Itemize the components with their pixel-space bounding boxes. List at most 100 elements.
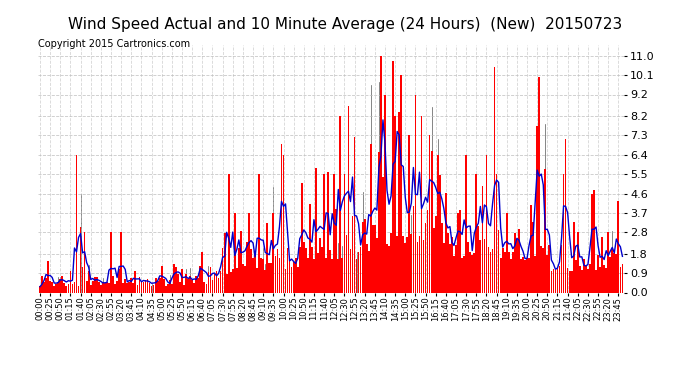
Bar	[72, 285, 73, 292]
Bar	[329, 250, 331, 292]
Bar	[224, 232, 226, 292]
Bar	[281, 144, 282, 292]
Bar	[126, 283, 128, 292]
Bar	[218, 278, 219, 292]
Bar	[520, 259, 522, 292]
Bar	[376, 238, 377, 292]
Bar	[143, 282, 144, 292]
Bar	[457, 213, 459, 292]
Bar	[53, 285, 55, 292]
Bar	[98, 282, 99, 292]
Bar	[322, 248, 323, 292]
Bar	[232, 269, 234, 292]
Bar	[532, 222, 534, 292]
Bar	[315, 168, 317, 292]
Bar	[589, 264, 591, 292]
Bar	[618, 201, 619, 292]
Bar	[374, 225, 375, 292]
Bar	[102, 282, 103, 292]
Bar	[607, 232, 609, 292]
Bar	[536, 126, 538, 292]
Bar	[516, 240, 518, 292]
Bar	[518, 229, 520, 292]
Bar	[445, 193, 446, 292]
Bar	[540, 246, 542, 292]
Bar	[228, 174, 230, 292]
Bar	[451, 237, 453, 292]
Bar	[39, 285, 41, 292]
Bar	[240, 231, 241, 292]
Bar	[526, 258, 528, 292]
Bar	[593, 190, 595, 292]
Bar	[530, 205, 532, 292]
Bar	[157, 281, 159, 292]
Bar	[210, 267, 211, 292]
Bar	[165, 286, 167, 292]
Bar	[94, 277, 96, 292]
Bar	[68, 284, 69, 292]
Bar	[63, 283, 65, 292]
Bar	[234, 213, 236, 292]
Bar	[76, 155, 77, 292]
Bar	[219, 271, 221, 292]
Bar	[270, 263, 272, 292]
Bar	[260, 258, 262, 292]
Bar	[495, 174, 497, 292]
Bar	[500, 258, 502, 292]
Bar	[90, 285, 92, 292]
Bar	[534, 256, 536, 292]
Bar	[279, 258, 280, 292]
Bar	[504, 252, 506, 292]
Bar	[611, 248, 613, 292]
Text: Wind  (mph): Wind (mph)	[560, 26, 616, 34]
Bar	[522, 257, 524, 292]
Bar	[544, 170, 546, 292]
Bar	[106, 282, 108, 292]
Bar	[184, 285, 185, 292]
Bar	[331, 259, 333, 292]
Bar	[413, 206, 414, 292]
Bar	[546, 255, 548, 292]
Bar	[195, 276, 197, 292]
Bar	[494, 68, 495, 292]
Bar	[411, 234, 412, 292]
Bar	[486, 155, 487, 292]
Bar	[346, 236, 347, 292]
Bar	[598, 255, 599, 292]
Bar	[167, 284, 168, 292]
Bar	[273, 213, 274, 292]
Bar	[319, 238, 321, 292]
Bar	[216, 271, 217, 292]
Bar	[471, 255, 473, 292]
Bar	[439, 175, 441, 292]
Bar	[620, 267, 621, 292]
Bar	[244, 266, 246, 292]
Bar	[467, 242, 469, 292]
Bar	[313, 260, 315, 292]
Bar	[482, 186, 483, 292]
Bar	[613, 253, 615, 292]
Bar	[350, 249, 351, 292]
Bar	[248, 213, 250, 292]
Bar	[309, 204, 310, 292]
Bar	[81, 267, 83, 292]
Bar	[344, 174, 345, 292]
Bar	[337, 259, 339, 292]
Bar	[288, 260, 290, 292]
Bar	[339, 116, 341, 292]
Bar	[477, 226, 479, 292]
Bar	[553, 269, 554, 292]
Bar	[86, 281, 88, 292]
Bar	[116, 280, 118, 292]
Bar	[508, 252, 510, 292]
Bar	[469, 252, 471, 292]
Bar	[246, 243, 248, 292]
Bar	[283, 155, 284, 292]
Bar	[573, 222, 575, 292]
Bar	[254, 252, 256, 292]
Bar	[555, 270, 556, 292]
Bar	[163, 279, 165, 292]
Bar	[293, 262, 295, 292]
Bar	[372, 225, 374, 292]
Bar	[357, 252, 359, 292]
